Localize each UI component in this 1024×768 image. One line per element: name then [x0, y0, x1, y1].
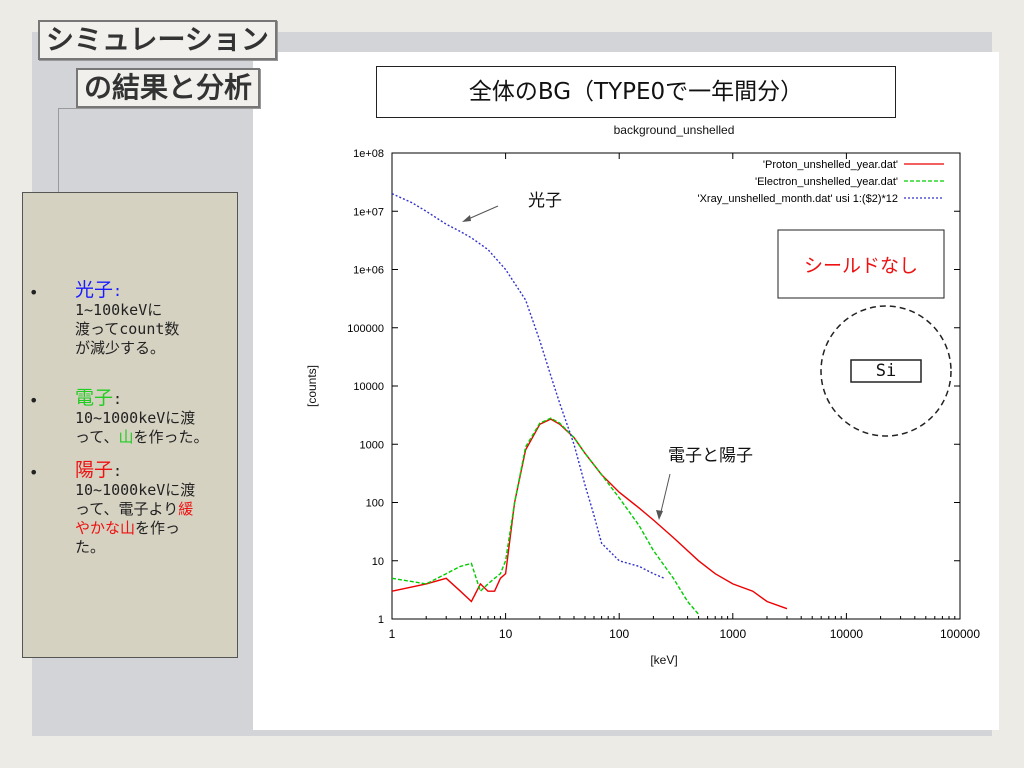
note-proton-colon: :	[113, 462, 123, 480]
title-line-2: の結果と分析	[76, 68, 261, 108]
note-electron-line2b: を作った。	[133, 428, 209, 446]
content-panel	[253, 52, 999, 730]
series-line-0	[391, 418, 788, 610]
bullet-3: •	[29, 463, 39, 482]
note-photon-head: 光子	[75, 279, 114, 301]
plot-frame	[391, 152, 961, 620]
x-tick-label: 1	[389, 627, 396, 641]
shield-label: シールドなし	[804, 255, 918, 277]
y-tick-label: 100000	[347, 323, 384, 335]
note-electron-head: 電子	[75, 387, 114, 409]
bullet-1: •	[29, 283, 39, 302]
note-electron-mountain: 山	[118, 428, 134, 446]
note-electron-line1: 10~1000keVに渡	[75, 409, 196, 427]
y-tick-label: 1e+07	[353, 206, 384, 218]
chart-title: background_unshelled	[614, 123, 735, 137]
electron-proton-arrow	[659, 473, 671, 517]
y-tick-label: 1e+08	[353, 148, 384, 160]
note-photon-line3: が減少する。	[75, 339, 166, 357]
electron-proton-annotation: 電子と陽子	[668, 446, 753, 466]
note-proton-line1: 10~1000keVに渡	[75, 481, 196, 499]
x-tick-label: 10	[499, 627, 513, 641]
note-electron-line2a: って、	[75, 428, 119, 446]
x-axis-label: [keV]	[650, 653, 677, 667]
note-proton: 陽子: 10~1000keVに渡 って、電子より緩 やかな山を作っ た。	[75, 461, 195, 557]
legend-label-xray: 'Xray_unshelled_month.dat' usi 1:($2)*12	[698, 193, 899, 205]
photon-arrowhead	[462, 215, 471, 222]
note-proton-line3: を作っ	[135, 519, 181, 537]
y-tick-label: 10000	[353, 381, 384, 393]
y-tick-label: 1e+06	[353, 265, 384, 277]
note-proton-mountain: 山	[120, 519, 136, 537]
divider-horizontal	[58, 108, 278, 109]
y-axis-label: [counts]	[305, 365, 319, 407]
note-photon-colon: :	[113, 282, 123, 300]
bullet-2: •	[29, 391, 39, 410]
legend-label-proton: 'Proton_unshelled_year.dat'	[763, 159, 898, 171]
notes-panel: • 光子: 1~100keVに 渡ってcount数 が減少する。 • 電子: 1…	[22, 192, 238, 658]
si-box	[850, 359, 922, 383]
note-electron-colon: :	[113, 390, 123, 408]
legend: 'Proton_unshelled_year.dat' 'Electron_un…	[698, 159, 944, 205]
photon-annotation: 光子	[528, 191, 562, 211]
x-tick-label: 10000	[830, 627, 864, 641]
note-proton-line2: って、電子より	[75, 500, 179, 518]
note-photon: 光子: 1~100keVに 渡ってcount数 が減少する。	[75, 281, 179, 358]
x-tick-label: 1000	[719, 627, 746, 641]
data-series	[391, 193, 788, 615]
slide-caption: 全体のBG（TYPE0で一年間分）	[376, 66, 896, 118]
y-tick-label: 10	[372, 556, 384, 568]
y-tick-label: 1	[378, 614, 384, 626]
legend-label-electron: 'Electron_unshelled_year.dat'	[755, 176, 898, 188]
title-line-1: シミュレーション	[38, 20, 277, 60]
electron-proton-arrowhead	[656, 510, 663, 520]
x-tick-label: 100000	[940, 627, 980, 641]
axis-ticks: 1 10 100 1000 10000 100000 1 10 100 1000 10000 1000…	[347, 148, 980, 641]
note-photon-line2: 渡ってcount数	[75, 320, 180, 338]
series-line-1	[391, 417, 700, 615]
note-photon-line1: 1~100keVに	[75, 301, 163, 319]
detector-circle	[820, 305, 952, 437]
si-label: Si	[876, 361, 896, 381]
note-proton-gentle: 緩	[178, 500, 194, 518]
divider-vertical	[58, 108, 59, 248]
note-proton-gentle2: やかな	[75, 519, 121, 537]
y-tick-label: 1000	[360, 439, 384, 451]
note-electron: 電子: 10~1000keVに渡 って、山を作った。	[75, 389, 209, 447]
note-proton-head: 陽子	[75, 459, 114, 481]
series-line-2	[391, 193, 665, 579]
note-proton-line4: た。	[75, 538, 106, 556]
photon-arrow	[465, 205, 499, 221]
slide-title: シミュレーション の結果と分析	[38, 20, 318, 112]
y-tick-label: 100	[366, 498, 384, 510]
x-tick-label: 100	[609, 627, 629, 641]
shield-box	[777, 229, 945, 299]
